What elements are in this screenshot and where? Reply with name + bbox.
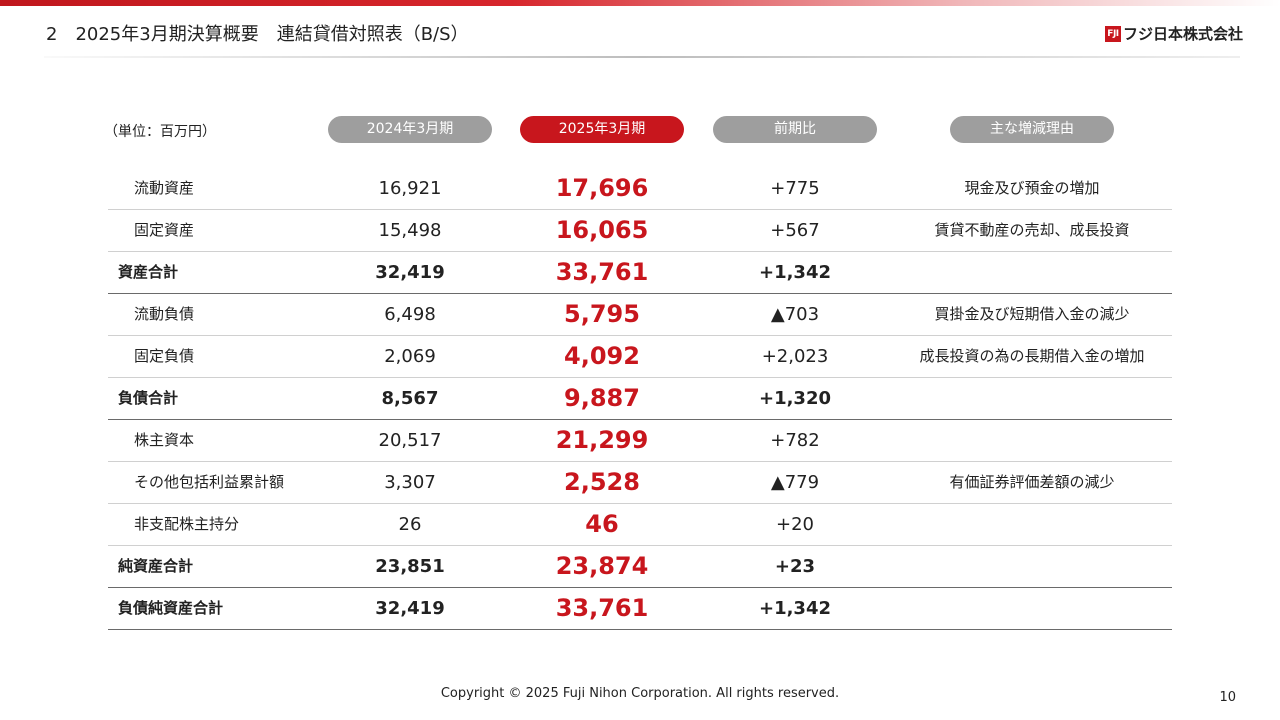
column-header-fy2024: 2024年3月期: [328, 116, 492, 143]
page-number: 10: [1219, 690, 1236, 705]
change-reason: 有価証券評価差額の減少: [949, 473, 1115, 491]
balance-sheet-table: 流動資産 16,921 17,696 +775 現金及び預金の増加固定資産 15,498 1…: [108, 168, 1172, 630]
change-reason: 賃貸不動産の売却、成長投資: [934, 221, 1130, 239]
row-label: 負債純資産合計: [118, 599, 224, 617]
change-reason: 成長投資の為の長期借入金の増加: [919, 347, 1145, 365]
company-name: フジ日本株式会社: [1122, 25, 1243, 43]
change-reason: [888, 546, 1176, 587]
title-divider: [44, 56, 1240, 58]
change-reason: 買掛金及び短期借入金の減少: [934, 305, 1130, 323]
table-total-row: 負債純資産合計 32,419 33,761 +1,342: [108, 588, 1172, 630]
value-fy2024: 32,419: [375, 262, 445, 283]
table-row: 固定資産 15,498 16,065 +567 賃貸不動産の売却、成長投資: [108, 210, 1172, 252]
value-fy2025: 21,299: [555, 426, 649, 454]
title-text: 2025年3月期決算概要 連結貸借対照表（B/S）: [75, 24, 469, 45]
value-fy2024: 23,851: [375, 556, 445, 577]
value-fy2024: 6,498: [384, 304, 436, 325]
value-yoy-change: +567: [770, 220, 820, 241]
change-reason: [888, 252, 1176, 293]
logo-mark-icon: FJI: [1104, 25, 1121, 42]
value-fy2024: 3,307: [384, 472, 436, 493]
value-fy2025: 33,761: [555, 594, 649, 622]
value-fy2025: 4,092: [564, 342, 640, 370]
copyright-footer: Copyright © 2025 Fuji Nihon Corporation.…: [440, 686, 840, 701]
value-yoy-change: +23: [774, 556, 816, 577]
value-fy2024: 2,069: [384, 346, 436, 367]
value-fy2025: 2,528: [564, 468, 640, 496]
table-total-row: 純資産合計 23,851 23,874 +23: [108, 546, 1172, 588]
row-label: 株主資本: [134, 431, 195, 449]
table-total-row: 資産合計 32,419 33,761 +1,342: [108, 252, 1172, 294]
table-row: 株主資本 20,517 21,299 +782: [108, 420, 1172, 462]
table-row: 流動負債 6,498 5,795 ▲703 買掛金及び短期借入金の減少: [108, 294, 1172, 336]
value-yoy-change: +1,320: [758, 388, 832, 409]
row-label: その他包括利益累計額: [134, 473, 285, 491]
value-yoy-change: +2,023: [761, 346, 829, 367]
value-fy2025: 17,696: [555, 174, 649, 202]
row-label: 固定資産: [134, 221, 195, 239]
column-header-reason: 主な増減理由: [950, 116, 1114, 143]
row-label: 純資産合計: [118, 557, 194, 575]
row-label: 負債合計: [118, 389, 179, 407]
value-yoy-change: ▲703: [770, 304, 820, 325]
value-yoy-change: +20: [776, 514, 814, 535]
value-fy2024: 20,517: [378, 430, 442, 451]
table-row: 流動資産 16,921 17,696 +775 現金及び預金の増加: [108, 168, 1172, 210]
table-total-row: 負債合計 8,567 9,887 +1,320: [108, 378, 1172, 420]
row-label: 流動負債: [134, 305, 195, 323]
change-reason: [888, 588, 1176, 629]
slide-title: 2 2025年3月期決算概要 連結貸借対照表（B/S）: [46, 20, 469, 46]
value-yoy-change: +782: [770, 430, 820, 451]
table-row: 固定負債 2,069 4,092 +2,023 成長投資の為の長期借入金の増加: [108, 336, 1172, 378]
value-fy2025: 16,065: [555, 216, 649, 244]
table-row: 非支配株主持分 26 46 +20: [108, 504, 1172, 546]
change-reason: [888, 420, 1176, 461]
unit-label: （単位：百万円）: [104, 124, 216, 140]
value-fy2024: 15,498: [378, 220, 442, 241]
section-number: 2: [46, 24, 58, 45]
column-header-fy2025: 2025年3月期: [520, 116, 684, 143]
row-label: 固定負債: [134, 347, 195, 365]
top-accent-bar: [0, 0, 1280, 6]
value-fy2025: 46: [585, 510, 619, 538]
value-yoy-change: +775: [770, 178, 820, 199]
value-fy2024: 26: [398, 514, 422, 535]
value-fy2025: 9,887: [564, 384, 640, 412]
value-fy2024: 8,567: [381, 388, 439, 409]
change-reason: 現金及び預金の増加: [964, 179, 1100, 197]
row-label: 非支配株主持分: [134, 515, 240, 533]
change-reason: [888, 378, 1176, 419]
value-yoy-change: +1,342: [758, 262, 832, 283]
column-header-yoy: 前期比: [713, 116, 877, 143]
value-fy2025: 5,795: [564, 300, 640, 328]
value-fy2025: 33,761: [555, 258, 649, 286]
row-label: 資産合計: [118, 263, 179, 281]
row-label: 流動資産: [134, 179, 195, 197]
value-yoy-change: ▲779: [770, 472, 820, 493]
change-reason: [888, 504, 1176, 545]
company-logo: FJI フジ日本株式会社: [1104, 23, 1243, 44]
value-fy2024: 16,921: [378, 178, 442, 199]
table-row: その他包括利益累計額 3,307 2,528 ▲779 有価証券評価差額の減少: [108, 462, 1172, 504]
value-yoy-change: +1,342: [758, 598, 832, 619]
value-fy2025: 23,874: [555, 552, 649, 580]
value-fy2024: 32,419: [375, 598, 445, 619]
